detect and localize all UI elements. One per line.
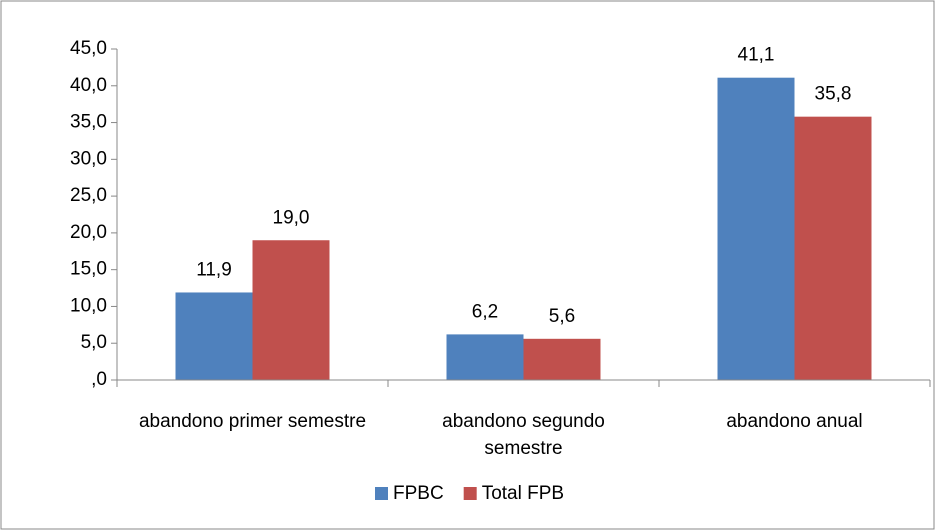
y-tick-label: 5,0 xyxy=(81,332,107,353)
value-label: 5,6 xyxy=(549,306,575,327)
y-tick-label: 45,0 xyxy=(70,38,107,59)
value-label: 6,2 xyxy=(472,301,498,322)
y-tick-label: 10,0 xyxy=(70,295,107,316)
y-tick-label: ,0 xyxy=(91,369,107,390)
value-label: 41,1 xyxy=(738,45,775,66)
legend-swatch xyxy=(463,487,477,500)
x-tick-label: abandono primer semestre xyxy=(138,411,367,432)
x-tick-label: abandono segundo semestre xyxy=(442,411,605,459)
value-label: 35,8 xyxy=(815,84,852,105)
bar xyxy=(175,292,253,380)
y-tick-label: 35,0 xyxy=(70,112,107,133)
x-tick-label: abandono anual xyxy=(726,411,863,432)
value-label: 11,9 xyxy=(196,259,232,280)
y-tick-label: 30,0 xyxy=(70,148,107,169)
legend-label: FPBC xyxy=(393,483,444,504)
bar xyxy=(523,338,601,380)
legend-swatch xyxy=(375,487,388,500)
bar xyxy=(717,77,795,380)
legend-label: Total FPB xyxy=(482,483,564,504)
value-label: 19,0 xyxy=(273,207,310,228)
y-tick-label: 25,0 xyxy=(70,185,107,206)
y-tick-label: 40,0 xyxy=(70,75,107,96)
y-tick-label: 15,0 xyxy=(70,259,107,280)
bar xyxy=(446,334,524,380)
y-tick-label: 20,0 xyxy=(70,222,107,243)
bar xyxy=(252,240,330,380)
bar xyxy=(794,116,872,380)
